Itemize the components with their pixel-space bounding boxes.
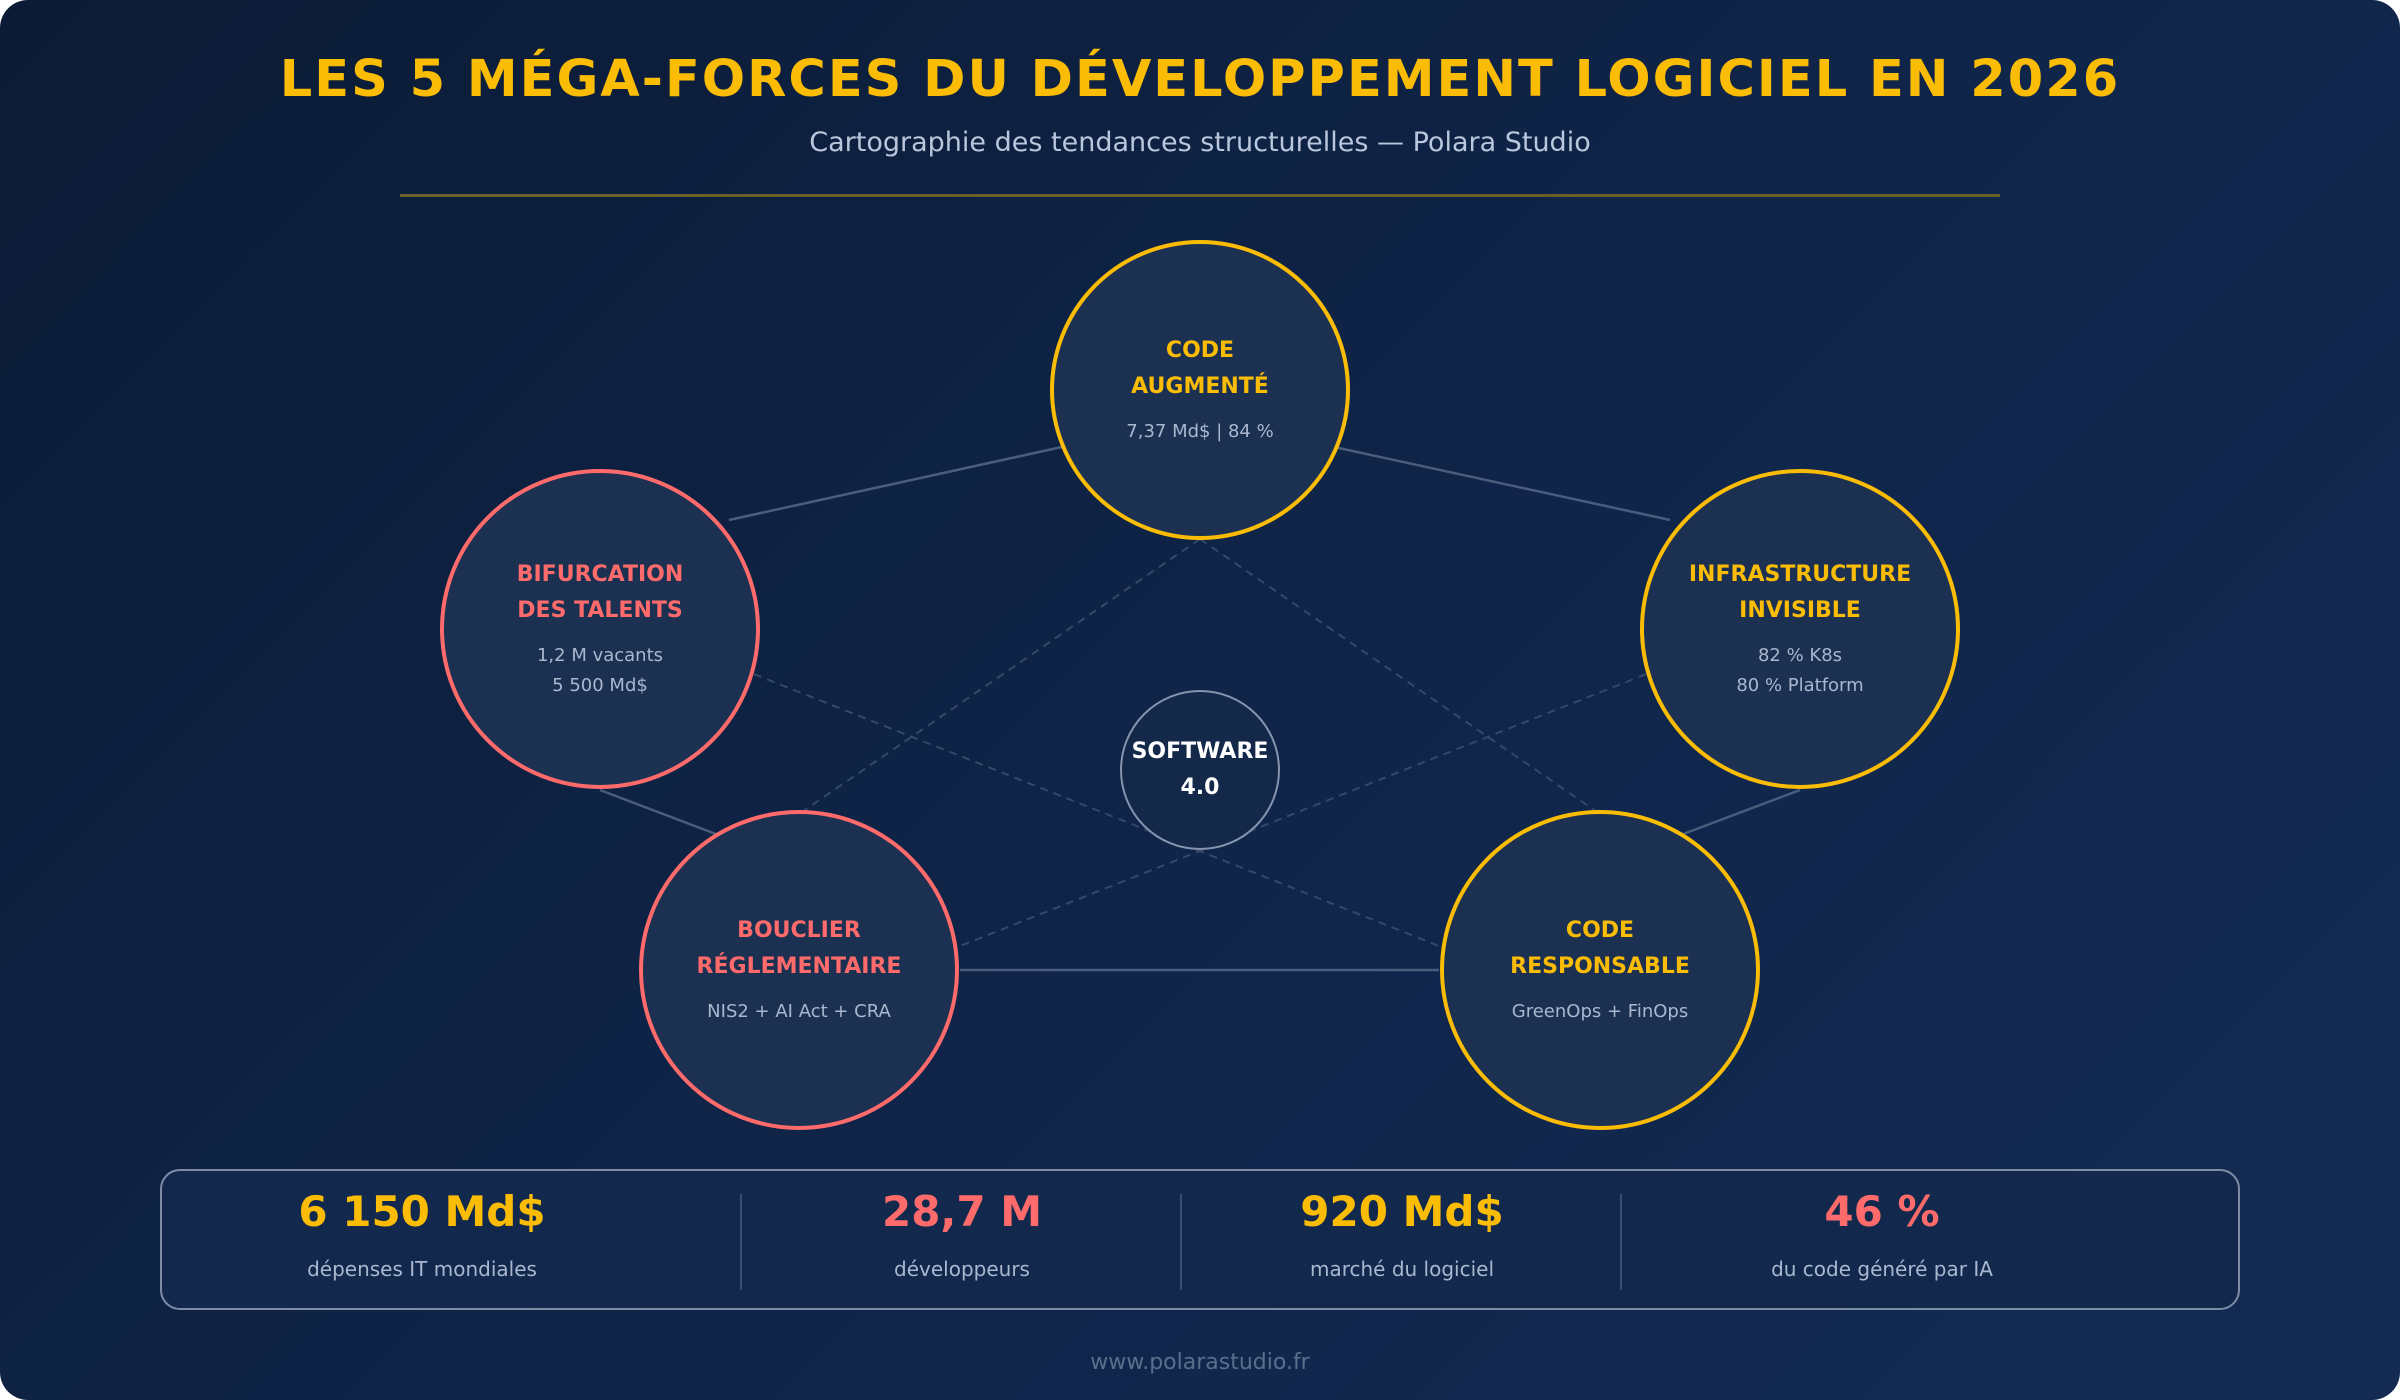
stat-label: dépenses IT mondiales xyxy=(307,1257,537,1281)
force-node-code-augmente: CODE AUGMENTÉ 7,37 Md$ | 84 % xyxy=(1050,240,1350,540)
stat-label: développeurs xyxy=(894,1257,1030,1281)
stat-divider xyxy=(1620,1194,1622,1290)
force-title: RESPONSABLE xyxy=(1510,954,1690,979)
edge-top-left xyxy=(728,443,1072,522)
force-detail: 82 % K8s xyxy=(1757,645,1843,666)
stat-divider xyxy=(1180,1194,1182,1290)
stat-label: marché du logiciel xyxy=(1309,1257,1495,1281)
force-detail: 80 % Platform xyxy=(1736,675,1864,696)
stat-value: 920 Md$ xyxy=(1300,1187,1504,1236)
force-title: INFRASTRUCTURE xyxy=(1688,562,1912,587)
stat-label: du code généré par IA xyxy=(1771,1257,1993,1281)
force-node-code-responsable: CODE RESPONSABLE GreenOps + FinOps xyxy=(1440,810,1760,1130)
title-divider xyxy=(400,194,2000,197)
page-title: LES 5 MÉGA-FORCES DU DÉVELOPPEMENT LOGIC… xyxy=(279,50,2121,109)
stat-divider xyxy=(740,1194,742,1290)
edge-right-bottomright xyxy=(1669,788,1801,841)
footer-url: www.polarastudio.fr xyxy=(1090,1350,1310,1375)
force-title: BOUCLIER xyxy=(737,918,861,943)
page-subtitle: Cartographie des tendances structurelles… xyxy=(809,127,1591,158)
force-title: RÉGLEMENTAIRE xyxy=(696,954,902,979)
force-node-bouclier-reglementaire: BOUCLIER RÉGLEMENTAIRE NIS2 + AI Act + C… xyxy=(639,810,959,1130)
stat-value: 28,7 M xyxy=(881,1187,1043,1236)
force-detail: 5 500 Md$ xyxy=(552,675,648,696)
stats-panel: 6 150 Md$ dépenses IT mondiales 28,7 M d… xyxy=(160,1169,2240,1310)
center-node-software-4: SOFTWARE 4.0 xyxy=(1120,690,1280,850)
force-title: DES TALENTS xyxy=(517,598,683,623)
center-label: 4.0 xyxy=(1180,775,1220,800)
stat-value: 6 150 Md$ xyxy=(298,1187,546,1236)
force-detail: GreenOps + FinOps xyxy=(1511,1001,1689,1022)
edge-left-bottomleft xyxy=(599,788,730,841)
stat-value: 46 % xyxy=(1824,1187,1940,1236)
force-detail: 1,2 M vacants xyxy=(536,645,664,666)
force-node-infrastructure-invisible: INFRASTRUCTURE INVISIBLE 82 % K8s 80 % P… xyxy=(1640,469,1960,789)
diag-top-bottomleft xyxy=(798,538,1201,815)
force-title: BIFURCATION xyxy=(516,562,684,587)
force-node-bifurcation-talents: BIFURCATION DES TALENTS 1,2 M vacants 5 … xyxy=(440,469,760,789)
force-title: AUGMENTÉ xyxy=(1131,374,1269,399)
force-title: CODE xyxy=(1565,918,1635,943)
force-title: CODE xyxy=(1165,338,1235,363)
force-detail: 7,37 Md$ | 84 % xyxy=(1126,421,1274,442)
edge-top-right xyxy=(1324,443,1671,522)
force-title: INVISIBLE xyxy=(1739,598,1861,623)
diag-top-bottomright xyxy=(1199,538,1601,815)
center-label: SOFTWARE xyxy=(1131,739,1269,764)
force-detail: NIS2 + AI Act + CRA xyxy=(707,1001,891,1022)
